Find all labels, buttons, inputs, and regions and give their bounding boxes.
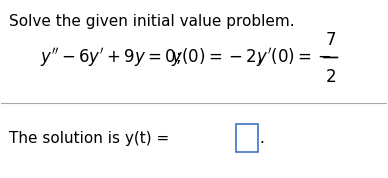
Text: $2$: $2$ [325,68,336,86]
Text: $y'' - 6y' + 9y = 0;$: $y'' - 6y' + 9y = 0;$ [40,46,181,69]
Text: $y'(0) = -$: $y'(0) = -$ [256,46,332,69]
Text: $y(0) = -2,$: $y(0) = -2,$ [171,46,262,69]
Text: $7$: $7$ [325,31,336,49]
FancyBboxPatch shape [236,124,258,152]
Text: .: . [260,130,264,146]
Text: The solution is y(t) =: The solution is y(t) = [9,130,174,146]
Text: Solve the given initial value problem.: Solve the given initial value problem. [9,14,295,29]
